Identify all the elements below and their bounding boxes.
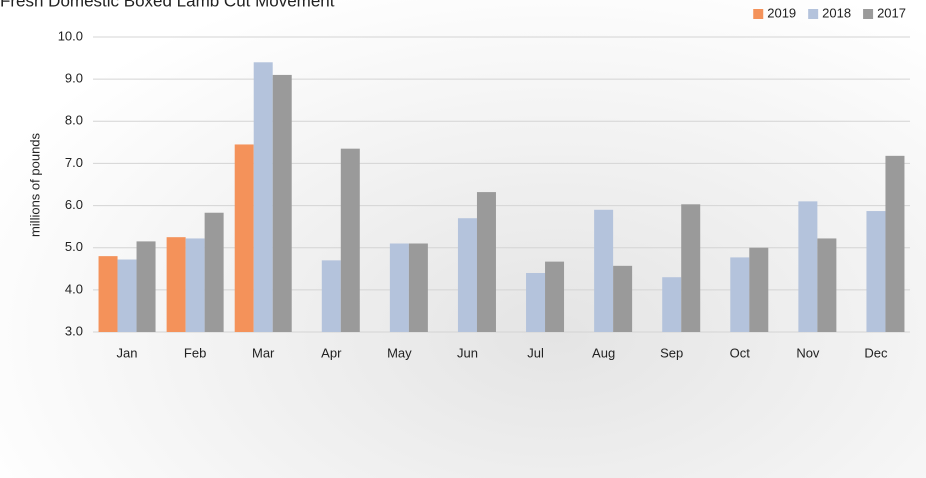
bar <box>885 155 905 332</box>
bar <box>798 201 818 332</box>
bar <box>204 212 224 332</box>
bar <box>185 238 205 332</box>
y-tick-label: 8.0 <box>65 113 83 128</box>
bar <box>594 209 614 332</box>
bar <box>272 74 292 332</box>
legend-swatch <box>808 9 819 19</box>
bar <box>613 265 633 332</box>
x-tick-label: Feb <box>184 345 206 360</box>
chart-title: Fresh Domestic Boxed Lamb Cut Movement <box>0 0 335 10</box>
bar <box>866 211 886 332</box>
bar <box>321 260 341 332</box>
y-tick-label: 7.0 <box>65 155 83 170</box>
bar <box>817 238 837 332</box>
bar <box>408 243 428 332</box>
bar <box>166 237 186 332</box>
x-tick-label: Mar <box>252 345 275 360</box>
x-tick-label: Sep <box>660 345 683 360</box>
bar <box>681 204 701 332</box>
bar <box>457 218 477 332</box>
bar <box>136 241 156 332</box>
bar <box>526 273 546 332</box>
bar <box>253 62 273 333</box>
bar <box>234 144 254 332</box>
x-tick-label: Aug <box>592 345 615 360</box>
bar <box>476 192 496 332</box>
x-tick-label: Oct <box>730 345 751 360</box>
x-tick-label: Nov <box>796 345 820 360</box>
y-tick-label: 5.0 <box>65 239 83 254</box>
legend-label: 2019 <box>767 5 796 20</box>
x-tick-label: May <box>387 345 412 360</box>
bar <box>340 148 360 332</box>
bar <box>98 256 118 332</box>
x-tick-label: Jan <box>117 345 138 360</box>
x-tick-label: Jun <box>457 345 478 360</box>
bar <box>389 243 409 332</box>
legend-swatch <box>753 9 764 19</box>
y-tick-label: 10.0 <box>58 28 83 43</box>
y-tick-label: 3.0 <box>65 323 83 338</box>
y-axis-label: millions of pounds <box>27 132 42 237</box>
x-tick-label: Apr <box>321 345 342 360</box>
bar <box>749 247 769 332</box>
bar <box>662 277 682 332</box>
legend-label: 2017 <box>877 5 906 20</box>
y-tick-label: 6.0 <box>65 197 83 212</box>
y-tick-label: 9.0 <box>65 71 83 86</box>
bar <box>730 257 750 332</box>
legend-swatch <box>863 9 874 19</box>
y-tick-label: 4.0 <box>65 281 83 296</box>
bar <box>117 259 137 332</box>
bar <box>545 261 565 332</box>
x-tick-label: Dec <box>864 345 888 360</box>
legend-label: 2018 <box>822 5 851 20</box>
x-tick-label: Jul <box>527 345 544 360</box>
